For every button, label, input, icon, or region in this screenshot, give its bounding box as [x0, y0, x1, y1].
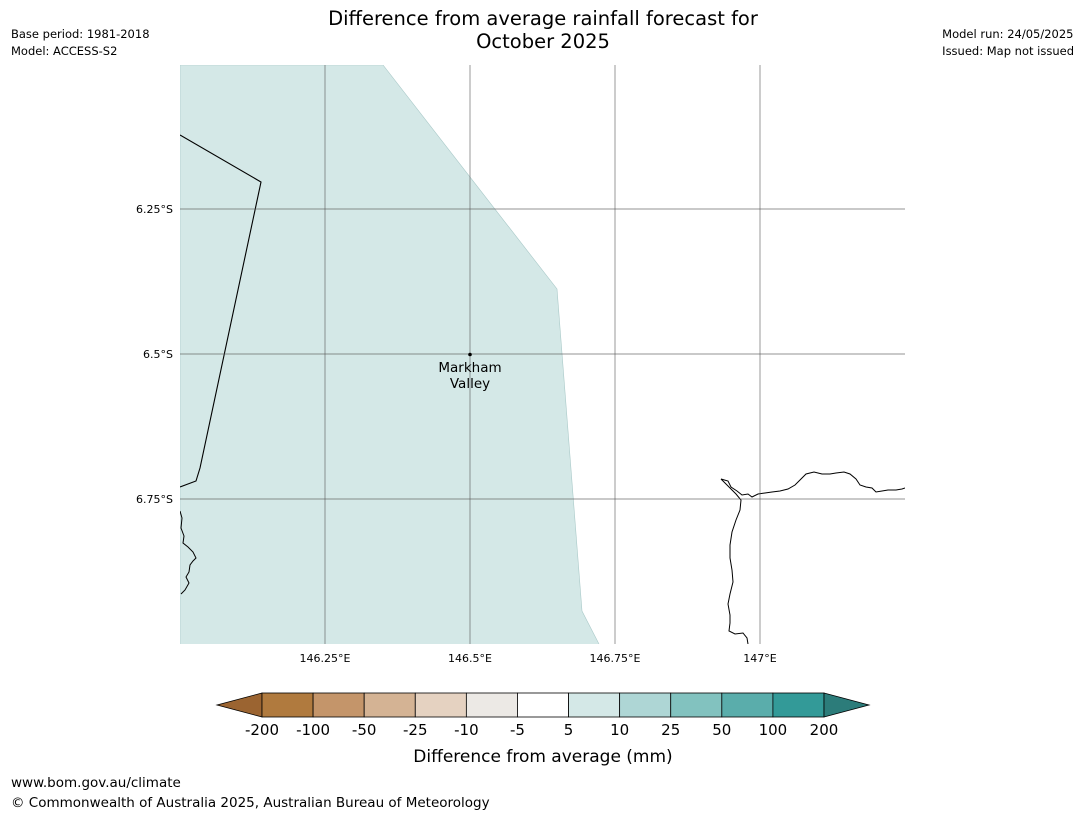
place-name-line-2: Valley: [450, 376, 490, 392]
colorbar-segment: [772, 692, 825, 718]
lat-label: 6.25°S: [136, 203, 173, 216]
colorbar-tick-label: -200: [245, 721, 279, 739]
colorbar-tick-label: 10: [610, 721, 629, 739]
colorbar-legend: -200 -100 -50 -25 -10 -5 5 10 25 50 100 200: [215, 692, 871, 739]
boundary-line: [180, 134, 262, 488]
issued-text: Issued: Map not issued: [942, 44, 1074, 58]
colorbar-tick-label: -5: [510, 721, 525, 739]
colorbar-segment: [517, 692, 569, 718]
coastline-left: [180, 510, 197, 595]
footer-copyright: © Commonwealth of Australia 2025, Austra…: [11, 795, 490, 811]
colorbar-tick-label: 50: [712, 721, 731, 739]
model-text: Model: ACCESS-S2: [11, 44, 118, 58]
lat-labels: 6.25°S 6.5°S 6.75°S: [136, 203, 173, 506]
colorbar-tick-label: 25: [661, 721, 680, 739]
meta-right: Model run: 24/05/2025 Issued: Map not is…: [942, 26, 1074, 60]
map-area: Markham Valley: [180, 65, 905, 644]
colorbar-segment: [619, 692, 672, 718]
lat-label: 6.5°S: [143, 348, 173, 361]
title-line-2: October 2025: [476, 30, 610, 53]
colorbar-tick-label: -50: [352, 721, 377, 739]
colorbar-tick-label: -25: [403, 721, 428, 739]
colorbar-segment: [721, 692, 774, 718]
footer-url[interactable]: www.bom.gov.au/climate: [11, 775, 181, 791]
lon-label: 147°E: [743, 652, 776, 665]
title-line-1: Difference from average rainfall forecas…: [328, 7, 758, 30]
lon-label: 146.75°E: [590, 652, 641, 665]
colorbar-segment: [363, 692, 416, 718]
lat-label: 6.75°S: [136, 493, 173, 506]
forecast-region: [180, 65, 600, 644]
colorbar-tick-label: 100: [759, 721, 788, 739]
colorbar-segment: [312, 692, 365, 718]
colorbar-tick-label: -10: [454, 721, 479, 739]
lon-labels: 146.25°E 146.5°E 146.75°E 147°E: [300, 652, 777, 665]
place-name-line-1: Markham: [438, 360, 501, 376]
lon-label: 146.25°E: [300, 652, 351, 665]
coastline-right: [720, 471, 905, 498]
colorbar-tick-label: -100: [296, 721, 330, 739]
legend-title: Difference from average (mm): [413, 747, 672, 767]
base-period-text: Base period: 1981-2018: [11, 27, 150, 41]
colorbar-tick-label: 200: [810, 721, 839, 739]
colorbar-segment: [465, 692, 518, 718]
colorbar-tick-label: 5: [564, 721, 574, 739]
place-marker: [468, 352, 472, 357]
colorbar-extend-high: [823, 692, 871, 718]
model-run-text: Model run: 24/05/2025: [942, 27, 1074, 41]
colorbar-segment: [670, 692, 723, 718]
meta-left: Base period: 1981-2018 Model: ACCESS-S2: [11, 26, 150, 60]
chart-title: Difference from average rainfall forecas…: [292, 7, 794, 53]
colorbar-segment: [568, 692, 621, 718]
colorbar-extend-low: [215, 692, 263, 718]
coastline-right-south: [720, 478, 749, 644]
colorbar-segment: [414, 692, 467, 718]
lon-label: 146.5°E: [448, 652, 492, 665]
colorbar-segment: [261, 692, 314, 718]
